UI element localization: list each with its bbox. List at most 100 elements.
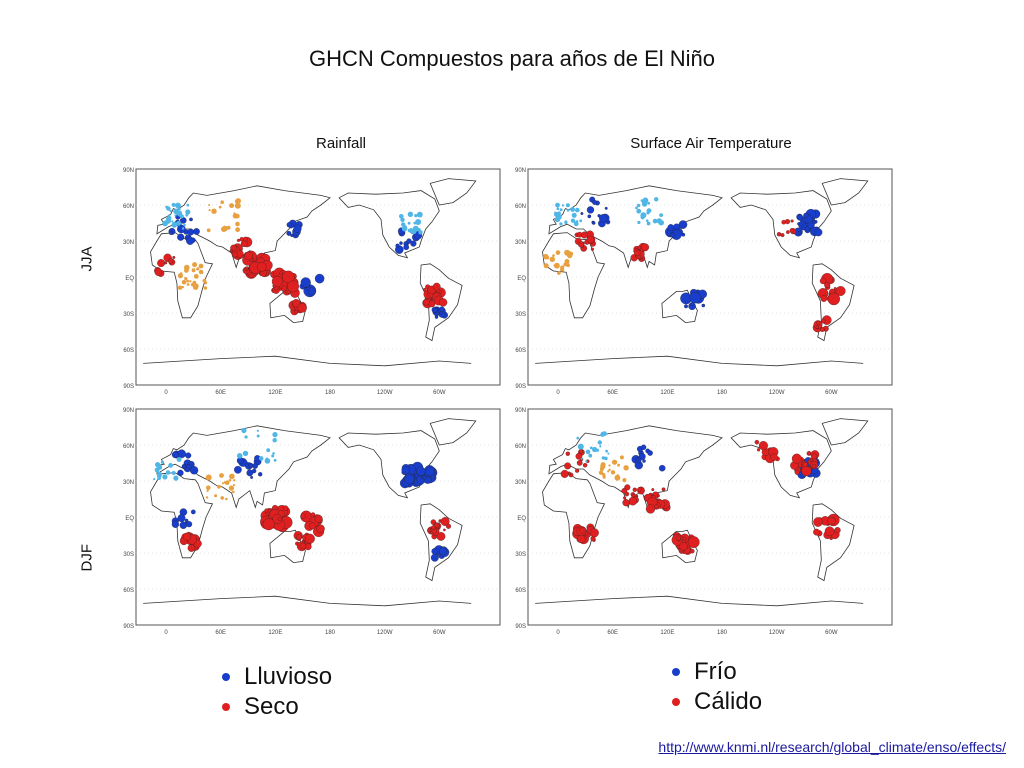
station-dot	[814, 228, 823, 237]
legend-rainfall: Lluvioso Seco	[222, 662, 332, 722]
station-dot	[607, 470, 610, 473]
station-dot	[292, 299, 301, 308]
station-dot	[560, 469, 569, 478]
station-dot	[189, 280, 192, 283]
red-dot-icon	[672, 698, 680, 706]
lon-label: 0	[556, 390, 560, 396]
station-dot	[578, 449, 583, 454]
station-dot	[412, 225, 419, 232]
lat-label: 30N	[123, 480, 134, 486]
coastline	[821, 418, 869, 446]
station-dot	[171, 221, 178, 228]
station-dot	[181, 227, 185, 230]
station-dot	[221, 482, 225, 485]
station-dot	[423, 299, 430, 306]
station-dot	[407, 221, 411, 225]
lat-label: 30N	[515, 240, 526, 246]
station-dot	[206, 489, 209, 492]
station-dot	[813, 528, 820, 536]
station-dot	[559, 208, 563, 212]
station-dot	[681, 232, 686, 237]
station-dot	[549, 256, 555, 262]
station-dot	[815, 325, 819, 329]
station-dot	[622, 499, 630, 507]
station-dot	[233, 479, 236, 482]
station-dot	[684, 304, 688, 309]
station-dot	[168, 230, 174, 235]
coastline	[535, 595, 864, 607]
station-dot	[299, 542, 307, 550]
station-dot	[231, 251, 238, 258]
station-dot	[797, 231, 802, 235]
legend-label-lluvioso: Lluvioso	[244, 663, 333, 690]
blue-dot-icon	[222, 673, 230, 681]
station-dot	[310, 512, 316, 517]
station-dot	[608, 464, 611, 467]
station-dot	[635, 206, 638, 210]
station-dot	[217, 484, 221, 489]
station-dot	[205, 496, 209, 499]
station-dot	[244, 251, 253, 261]
station-dot	[813, 517, 823, 527]
station-dot	[178, 204, 181, 207]
station-dot	[791, 453, 802, 464]
station-dot	[316, 524, 325, 533]
station-dot	[599, 214, 608, 223]
station-dot	[599, 445, 602, 448]
lat-label: 90N	[515, 168, 526, 174]
station-dot	[214, 494, 218, 498]
station-dot	[156, 464, 163, 470]
lon-label: 180	[717, 390, 728, 396]
station-dot	[245, 266, 249, 270]
station-dot	[297, 303, 307, 313]
station-dot	[602, 473, 606, 477]
lat-label: 60S	[123, 588, 134, 594]
station-dot	[661, 487, 666, 492]
station-dot	[177, 285, 183, 290]
source-link[interactable]: http://www.knmi.nl/research/global_clima…	[658, 739, 1006, 755]
station-dot	[196, 267, 200, 271]
station-dot	[404, 474, 415, 485]
station-dot	[189, 466, 199, 475]
station-dot	[641, 200, 645, 204]
lat-label: EQ	[125, 516, 134, 522]
station-dot	[258, 472, 263, 477]
station-dot	[565, 203, 570, 208]
station-dot	[834, 527, 841, 534]
coastline	[811, 263, 855, 342]
station-dot	[582, 462, 588, 468]
station-dot	[616, 474, 619, 477]
station-dot	[422, 475, 427, 480]
station-dot	[177, 224, 186, 234]
blue-dot-icon	[672, 668, 680, 676]
station-dot	[208, 204, 211, 206]
station-dot	[262, 518, 275, 531]
station-dot	[241, 427, 247, 434]
station-dot	[636, 203, 641, 208]
station-dot	[679, 542, 688, 551]
station-dot	[589, 446, 593, 450]
lat-label: 30N	[515, 480, 526, 486]
station-dot	[157, 259, 166, 268]
station-dot	[184, 277, 188, 281]
station-dot	[637, 487, 642, 492]
lon-label: 120W	[769, 630, 785, 636]
station-dot	[576, 436, 580, 440]
station-dot	[600, 432, 605, 437]
station-dot	[564, 462, 572, 470]
lon-label: 180	[717, 630, 728, 636]
station-dot	[637, 245, 642, 250]
station-dot	[225, 497, 228, 501]
station-dot	[162, 474, 168, 480]
station-dot	[577, 443, 584, 450]
station-dot	[272, 452, 275, 455]
station-dot	[191, 268, 196, 273]
station-dot	[169, 209, 172, 213]
station-dot	[234, 202, 241, 209]
lon-label: 60E	[215, 630, 226, 636]
station-dot	[617, 463, 620, 467]
station-dot	[434, 522, 440, 528]
station-dot	[410, 240, 417, 247]
station-dot	[647, 201, 651, 205]
station-dot	[173, 208, 179, 215]
